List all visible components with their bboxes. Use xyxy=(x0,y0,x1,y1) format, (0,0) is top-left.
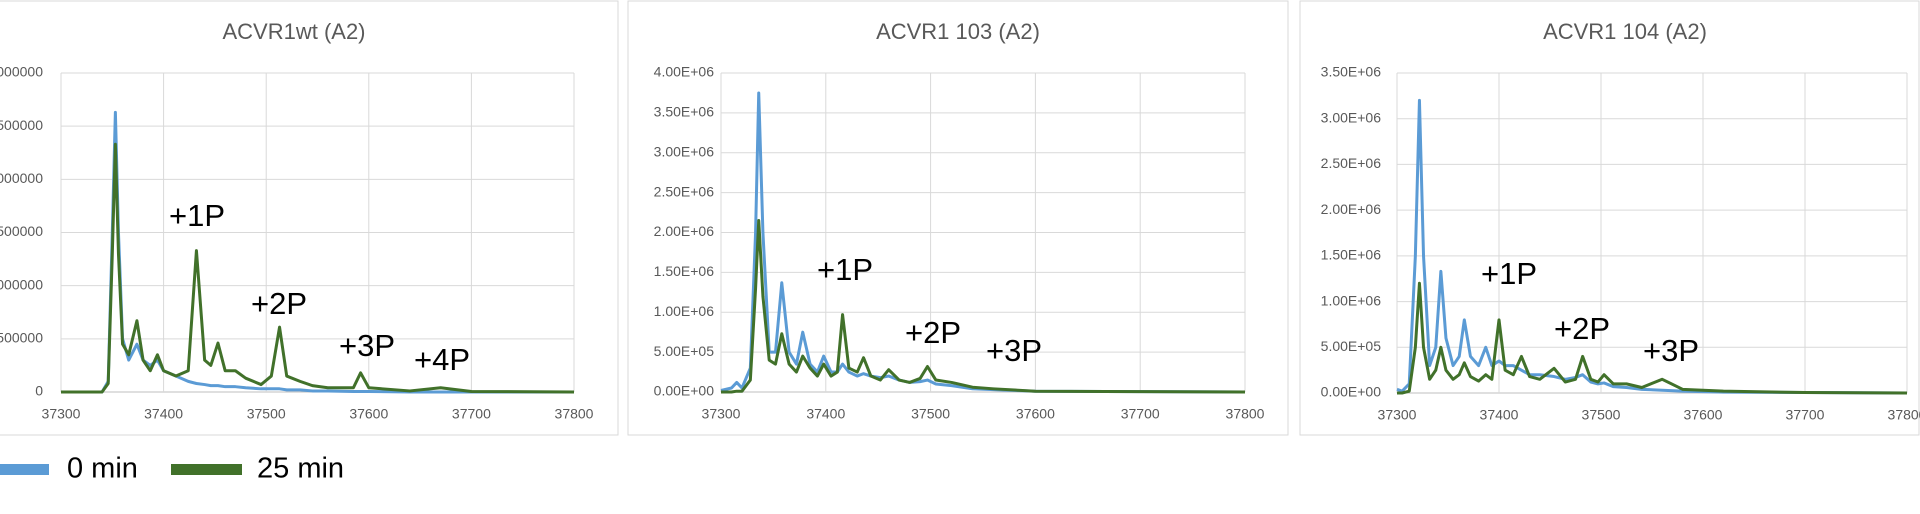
x-tick-label: 37700 xyxy=(1786,407,1825,423)
x-tick-label: 37700 xyxy=(452,406,491,422)
x-tick-label: 37500 xyxy=(1582,407,1621,423)
y-tick-label: 1.50E+06 xyxy=(1321,247,1382,263)
y-tick-label: 3000000 xyxy=(0,64,43,80)
y-tick-label: 5.00E+05 xyxy=(1321,338,1382,354)
y-tick-label: 1.00E+06 xyxy=(654,303,715,319)
data-line xyxy=(61,110,574,394)
y-tick-label: 5.00E+05 xyxy=(654,343,715,359)
x-tick-label: 37300 xyxy=(1378,407,1417,423)
data-line xyxy=(721,219,1246,394)
y-tick-label: 2.50E+06 xyxy=(1321,155,1382,171)
x-tick-label: 37800 xyxy=(1888,407,1920,423)
x-tick-label: 37600 xyxy=(1016,406,1055,422)
annotation: +2P xyxy=(251,286,307,321)
y-tick-label: 4.00E+06 xyxy=(654,64,715,80)
y-tick-label: 2.00E+06 xyxy=(654,223,715,239)
x-tick-label: 37400 xyxy=(1480,407,1519,423)
y-tick-label: 3.00E+06 xyxy=(1321,109,1382,125)
annotation: +1P xyxy=(1481,256,1537,291)
legend-swatch xyxy=(171,464,242,475)
y-tick-label: 1.00E+06 xyxy=(1321,292,1382,308)
x-tick-label: 37700 xyxy=(1121,406,1160,422)
y-tick-label: 3.00E+06 xyxy=(654,143,715,159)
panel-frame xyxy=(1299,0,1920,436)
data-line xyxy=(1396,98,1908,395)
x-tick-label: 37600 xyxy=(349,406,388,422)
y-tick-label: 2000000 xyxy=(0,170,43,186)
x-tick-label: 37300 xyxy=(702,406,741,422)
annotation: +2P xyxy=(905,315,961,350)
annotation: +3P xyxy=(339,328,395,363)
annotation: +3P xyxy=(1643,333,1699,368)
data-line xyxy=(720,91,1246,394)
panel-frame xyxy=(0,0,619,436)
y-tick-label: 500000 xyxy=(0,330,43,346)
y-tick-label: 2.50E+06 xyxy=(654,183,715,199)
x-tick-label: 37300 xyxy=(42,406,81,422)
y-tick-label: 0.00E+00 xyxy=(654,383,715,399)
x-tick-label: 37500 xyxy=(911,406,950,422)
y-tick-label: 1500000 xyxy=(0,223,43,239)
x-tick-label: 37400 xyxy=(806,406,845,422)
legend-label: 0 min xyxy=(67,453,138,485)
y-tick-label: 0.00E+00 xyxy=(1321,384,1382,400)
data-line xyxy=(1397,281,1908,395)
x-tick-label: 37800 xyxy=(555,406,594,422)
data-line xyxy=(61,142,575,394)
x-tick-label: 37500 xyxy=(247,406,286,422)
chart-title: ACVR1 104 (A2) xyxy=(1543,19,1707,44)
annotation: +3P xyxy=(986,333,1042,368)
y-tick-label: 3.50E+06 xyxy=(654,104,715,120)
legend-swatch xyxy=(0,464,49,475)
x-tick-label: 37800 xyxy=(1226,406,1265,422)
chart-title: ACVR1 103 (A2) xyxy=(876,19,1040,44)
annotation: +2P xyxy=(1554,311,1610,346)
panel-frame xyxy=(627,0,1289,436)
y-tick-label: 0 xyxy=(35,383,43,399)
annotation: +1P xyxy=(817,252,873,287)
y-tick-label: 1000000 xyxy=(0,276,43,292)
chart-title: ACVR1wt (A2) xyxy=(222,19,365,44)
x-tick-label: 37600 xyxy=(1684,407,1723,423)
y-tick-label: 2500000 xyxy=(0,117,43,133)
y-tick-label: 3.50E+06 xyxy=(1321,64,1382,80)
legend-label: 25 min xyxy=(257,453,344,485)
y-tick-label: 2.00E+06 xyxy=(1321,201,1382,217)
x-tick-label: 37400 xyxy=(144,406,183,422)
y-tick-label: 1.50E+06 xyxy=(654,263,715,279)
annotation: +1P xyxy=(169,198,225,233)
annotation: +4P xyxy=(414,342,470,377)
